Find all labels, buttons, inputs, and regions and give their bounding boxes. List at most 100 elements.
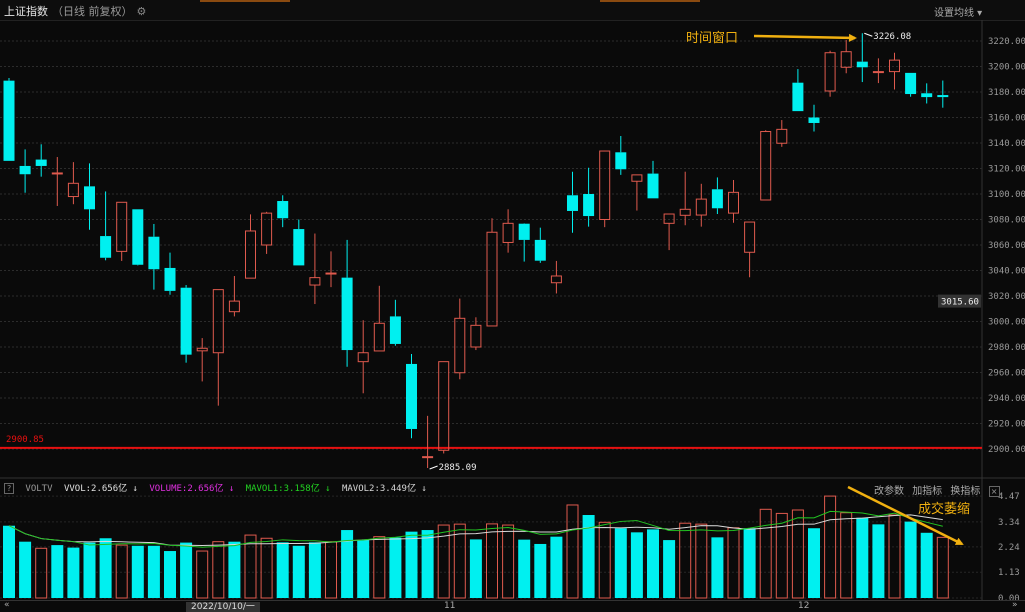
volume-bar	[341, 530, 354, 598]
candle	[921, 83, 933, 104]
volume-shrink-arrow	[847, 485, 964, 546]
candle-body	[196, 347, 208, 352]
min-price-label: 2885.09	[439, 463, 477, 473]
time-axis: « 2022/10/10/一 11 12 »	[0, 600, 1025, 612]
volume-bar	[598, 521, 611, 599]
candle-body	[35, 159, 47, 166]
volume-tick-label: 1.13	[998, 568, 1020, 578]
price-tick-label: 2920.00	[988, 420, 1025, 430]
candle-body	[840, 51, 852, 68]
candle	[389, 299, 401, 346]
add-indicator-button[interactable]: 加指标	[912, 486, 943, 497]
price-tick-label: 2980.00	[988, 343, 1025, 353]
max-pointer	[864, 32, 873, 37]
candle	[631, 174, 643, 211]
candle	[3, 77, 15, 161]
index-name: 上证指数	[4, 5, 48, 18]
ma-settings-button[interactable]: 设置均线 ▾	[934, 8, 983, 19]
cursor-price-label: 3015.60	[941, 298, 979, 308]
candle-body	[744, 221, 756, 253]
tab-indicator[interactable]	[200, 0, 290, 2]
candle	[245, 214, 256, 279]
candle	[486, 218, 498, 327]
volume-panel-buttons: 改参数 加指标 换指标 ×	[874, 482, 1005, 497]
candle-body	[84, 186, 95, 210]
candle-body	[792, 82, 804, 112]
candle-body	[261, 212, 273, 246]
volume-bar	[276, 542, 289, 598]
candle-body	[663, 213, 675, 224]
candle	[550, 260, 562, 294]
volume-bar	[308, 542, 321, 598]
candle-body	[51, 172, 63, 175]
time-window-label: 时间窗口	[686, 30, 738, 46]
volume-bar	[115, 544, 128, 599]
volume-bar	[663, 540, 676, 598]
tab-indicator[interactable]	[600, 0, 700, 2]
candle	[792, 69, 804, 112]
candle	[695, 183, 707, 227]
candle-body	[921, 93, 933, 98]
candle	[196, 338, 208, 382]
candle	[116, 201, 128, 261]
price-tick-label: 3200.00	[988, 63, 1025, 73]
volume-bar	[936, 536, 949, 599]
price-tick-label: 3040.00	[988, 267, 1025, 277]
candle	[212, 289, 224, 406]
chart-title: 上证指数 （日线 前复权） ⚙	[4, 3, 146, 19]
close-icon[interactable]: ×	[988, 486, 1000, 497]
candle-body	[872, 71, 884, 74]
candle-body	[293, 229, 305, 266]
candle	[164, 252, 176, 295]
volume-bar	[920, 532, 933, 598]
candle	[711, 177, 723, 215]
month-label-11: 11	[444, 601, 456, 611]
price-tick-label: 2940.00	[988, 394, 1025, 404]
month-label-12: 12	[798, 601, 810, 611]
candle-body	[599, 150, 611, 220]
candle-body	[937, 95, 949, 98]
candle-body	[856, 61, 868, 68]
scroll-left-button[interactable]: «	[4, 600, 10, 610]
volume-value: VOLUME:2.656亿 ↓	[149, 484, 235, 494]
candle-body	[631, 174, 643, 182]
volume-bar	[67, 547, 80, 598]
volume-bar	[196, 550, 209, 599]
volume-bar	[791, 509, 804, 599]
volume-bar	[502, 524, 515, 599]
date-label: 2022/10/10/一	[186, 602, 260, 612]
gear-icon[interactable]: ⚙	[136, 5, 147, 18]
scroll-right-button[interactable]: »	[1012, 600, 1018, 610]
candle-body	[228, 300, 240, 313]
chart-period: （日线 前复权）	[52, 5, 133, 18]
candle	[100, 191, 112, 261]
candle-body	[309, 277, 321, 286]
candle	[180, 285, 192, 363]
candle	[454, 298, 466, 380]
candle-body	[325, 272, 337, 275]
help-button[interactable]: ?	[4, 483, 14, 494]
volume-bar	[486, 523, 498, 599]
candle-body	[357, 352, 369, 363]
candle	[647, 160, 659, 199]
volume-bar	[630, 532, 643, 598]
candle	[518, 223, 530, 262]
candle-body	[808, 117, 820, 123]
top-bar: 上证指数 （日线 前复权） ⚙ 设置均线 ▾	[0, 0, 1025, 21]
edit-params-button[interactable]: 改参数	[874, 486, 904, 497]
candle-body	[422, 456, 434, 459]
volume-bar	[904, 521, 917, 598]
candle	[261, 211, 273, 254]
candle-body	[550, 275, 562, 284]
candle	[373, 285, 385, 352]
candle	[35, 144, 47, 177]
volume-bar	[437, 524, 450, 599]
volume-tick-label: 4.47	[998, 492, 1020, 502]
volume-bar	[582, 515, 595, 598]
volume-bar	[212, 541, 225, 599]
candle	[889, 52, 900, 90]
candle-body	[824, 52, 836, 92]
candle	[132, 209, 144, 266]
switch-indicator-button[interactable]: 换指标	[950, 486, 981, 497]
